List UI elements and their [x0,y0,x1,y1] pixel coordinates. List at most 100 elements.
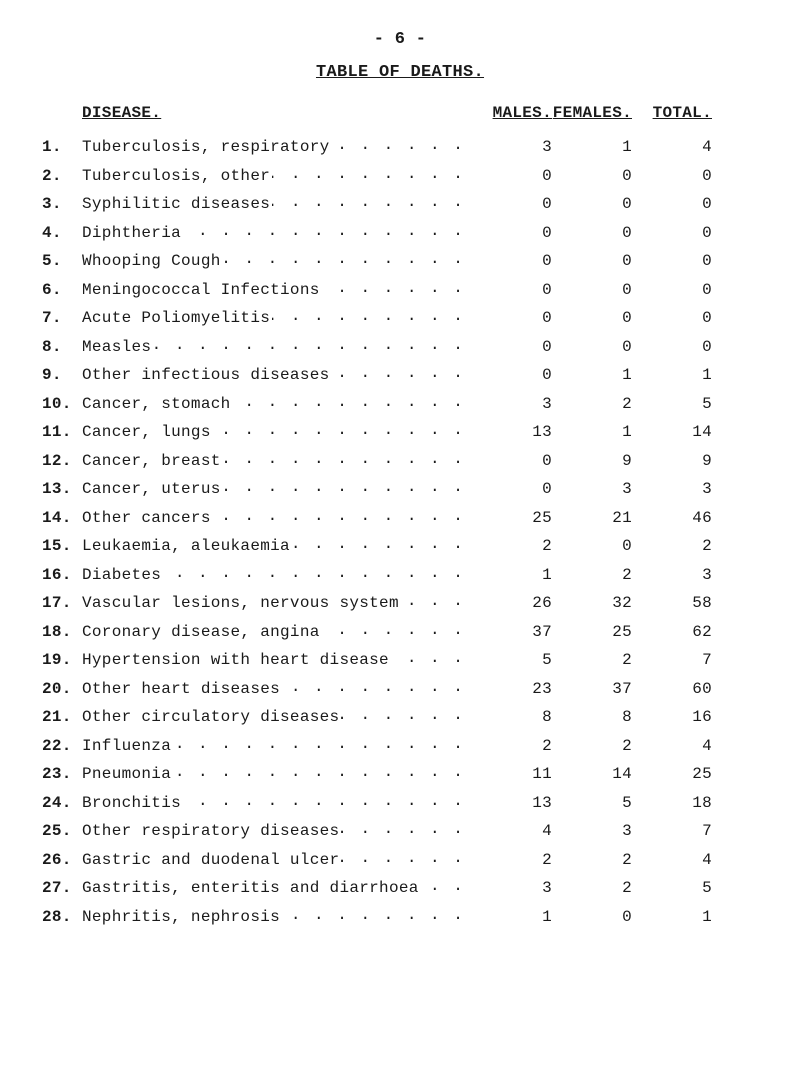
row-total: 0 [632,338,712,356]
row-females: 2 [552,851,632,869]
row-disease: . . . . . . . . . . . . . . . . . . . . … [82,680,472,698]
row-total: 2 [632,537,712,555]
row-total: 7 [632,822,712,840]
row-disease: . . . . . . . . . . . . . . . . . . . . … [82,138,472,156]
row-number: 20. [42,680,82,698]
row-total: 0 [632,309,712,327]
row-total: 0 [632,224,712,242]
row-total: 25 [632,765,712,783]
row-males: 3 [472,395,552,413]
row-males: 23 [472,680,552,698]
row-total: 7 [632,651,712,669]
table-row: 13.. . . . . . . . . . . . . . . . . . .… [42,480,758,498]
row-females: 1 [552,138,632,156]
row-disease-label: Other heart diseases [82,680,282,698]
row-females: 0 [552,537,632,555]
row-disease-label: Cancer, stomach [82,395,233,413]
row-number: 11. [42,423,82,441]
row-males: 25 [472,509,552,527]
row-disease: . . . . . . . . . . . . . . . . . . . . … [82,794,472,812]
row-total: 14 [632,423,712,441]
row-males: 0 [472,452,552,470]
row-females: 8 [552,708,632,726]
row-total: 4 [632,138,712,156]
row-females: 3 [552,480,632,498]
row-males: 13 [472,794,552,812]
row-disease-label: Influenza [82,737,173,755]
column-header-row: DISEASE. MALES. FEMALES. TOTAL. [42,104,758,122]
table-row: 2.. . . . . . . . . . . . . . . . . . . … [42,167,758,185]
table-row: 22.. . . . . . . . . . . . . . . . . . .… [42,737,758,755]
row-disease-label: Acute Poliomyelitis [82,309,272,327]
row-disease-label: Tuberculosis, respiratory [82,138,332,156]
table-row: 26.. . . . . . . . . . . . . . . . . . .… [42,851,758,869]
row-males: 2 [472,537,552,555]
row-number: 1. [42,138,82,156]
row-disease: . . . . . . . . . . . . . . . . . . . . … [82,423,472,441]
row-number: 28. [42,908,82,926]
header-disease: DISEASE. [82,104,472,122]
row-number: 2. [42,167,82,185]
header-total: TOTAL. [632,104,712,122]
row-males: 3 [472,879,552,897]
row-disease: . . . . . . . . . . . . . . . . . . . . … [82,822,472,840]
row-number: 21. [42,708,82,726]
row-total: 5 [632,879,712,897]
row-disease: . . . . . . . . . . . . . . . . . . . . … [82,366,472,384]
row-disease-label: Cancer, breast [82,452,223,470]
table-row: 7.. . . . . . . . . . . . . . . . . . . … [42,309,758,327]
row-disease-label: Whooping Cough [82,252,223,270]
row-disease: . . . . . . . . . . . . . . . . . . . . … [82,651,472,669]
row-number: 16. [42,566,82,584]
row-number: 7. [42,309,82,327]
row-disease-label: Other cancers [82,509,213,527]
row-total: 3 [632,566,712,584]
row-females: 2 [552,879,632,897]
row-number: 22. [42,737,82,755]
row-number: 25. [42,822,82,840]
table-row: 20.. . . . . . . . . . . . . . . . . . .… [42,680,758,698]
row-males: 0 [472,224,552,242]
row-disease: . . . . . . . . . . . . . . . . . . . . … [82,851,472,869]
header-females: FEMALES. [552,104,632,122]
table-row: 25.. . . . . . . . . . . . . . . . . . .… [42,822,758,840]
row-number: 3. [42,195,82,213]
row-males: 0 [472,195,552,213]
row-total: 58 [632,594,712,612]
row-disease-label: Diphtheria [82,224,183,242]
row-males: 0 [472,338,552,356]
row-males: 11 [472,765,552,783]
row-number: 17. [42,594,82,612]
table-row: 10.. . . . . . . . . . . . . . . . . . .… [42,395,758,413]
row-number: 8. [42,338,82,356]
row-total: 1 [632,366,712,384]
row-females: 21 [552,509,632,527]
row-males: 1 [472,908,552,926]
row-disease-label: Measles [82,338,153,356]
row-females: 0 [552,195,632,213]
row-disease-label: Diabetes [82,566,163,584]
row-total: 5 [632,395,712,413]
row-disease: . . . . . . . . . . . . . . . . . . . . … [82,566,472,584]
table-row: 15.. . . . . . . . . . . . . . . . . . .… [42,537,758,555]
row-total: 0 [632,252,712,270]
row-number: 19. [42,651,82,669]
row-disease: . . . . . . . . . . . . . . . . . . . . … [82,737,472,755]
row-disease: . . . . . . . . . . . . . . . . . . . . … [82,480,472,498]
row-males: 0 [472,366,552,384]
table-row: 5.. . . . . . . . . . . . . . . . . . . … [42,252,758,270]
row-number: 24. [42,794,82,812]
row-number: 13. [42,480,82,498]
row-females: 0 [552,309,632,327]
row-disease-label: Tuberculosis, other [82,167,272,185]
table-title: TABLE OF DEATHS. [42,63,758,82]
table-row: 1.. . . . . . . . . . . . . . . . . . . … [42,138,758,156]
row-disease-label: Leukaemia, aleukaemia [82,537,292,555]
row-females: 25 [552,623,632,641]
table-row: 8.. . . . . . . . . . . . . . . . . . . … [42,338,758,356]
row-disease-label: Syphilitic diseases [82,195,272,213]
row-disease: . . . . . . . . . . . . . . . . . . . . … [82,167,472,185]
row-disease: . . . . . . . . . . . . . . . . . . . . … [82,623,472,641]
row-females: 0 [552,167,632,185]
row-disease: . . . . . . . . . . . . . . . . . . . . … [82,594,472,612]
